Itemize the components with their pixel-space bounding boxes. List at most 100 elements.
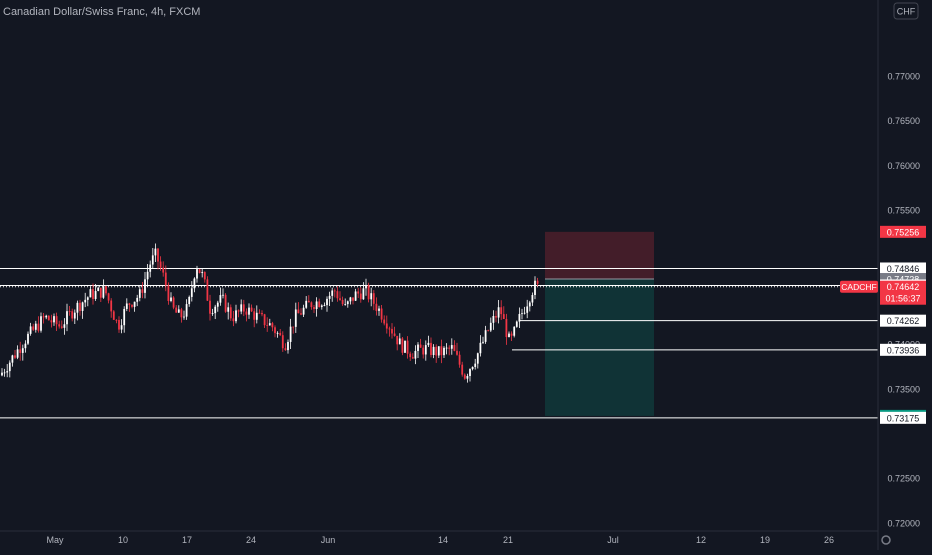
y-tick-label: 0.72500 xyxy=(887,474,920,484)
candle xyxy=(323,302,326,307)
candle-body xyxy=(266,325,269,326)
candle-body xyxy=(534,280,536,296)
candle-body xyxy=(222,294,224,296)
candle xyxy=(1,368,3,377)
candle-body xyxy=(151,255,154,265)
candle xyxy=(346,300,349,308)
price-label-text: 0.73175 xyxy=(887,413,920,423)
candle xyxy=(518,307,521,329)
price-labels: 0.752560.748460.747280.746560.742620.739… xyxy=(840,225,926,424)
candle xyxy=(185,299,188,320)
candle xyxy=(125,298,128,312)
candle-body xyxy=(240,304,243,312)
candle-body xyxy=(471,366,474,370)
candle-body xyxy=(214,306,217,314)
horizontal-lines xyxy=(0,267,878,419)
x-tick-label: Jun xyxy=(321,535,336,545)
candle-body xyxy=(227,307,230,312)
candle-body xyxy=(484,330,487,342)
candle-body xyxy=(417,344,419,351)
candle xyxy=(534,276,536,300)
candle-body xyxy=(372,293,375,304)
symbol-title[interactable]: Canadian Dollar/Swiss Franc, 4h, FXCM xyxy=(3,6,200,18)
candle-body xyxy=(528,302,531,307)
candle-body xyxy=(125,303,128,309)
price-label-text: 0.74846 xyxy=(887,264,920,274)
candle xyxy=(336,286,339,302)
candle-body xyxy=(16,349,19,358)
candle-body xyxy=(245,311,248,315)
candle xyxy=(339,291,341,301)
candle xyxy=(437,346,440,359)
candle-body xyxy=(502,314,505,319)
candle xyxy=(388,326,391,337)
candle-body xyxy=(339,298,341,300)
candle-body xyxy=(45,315,48,318)
candle-body xyxy=(183,316,185,318)
candle xyxy=(471,366,474,371)
price-label: 0.75256 xyxy=(880,225,926,238)
candle xyxy=(37,316,40,333)
candle xyxy=(448,345,451,356)
candle-body xyxy=(445,347,448,349)
x-tick-label: 10 xyxy=(118,535,128,545)
candle xyxy=(523,306,526,315)
candle xyxy=(133,301,136,312)
candle-body xyxy=(398,338,401,345)
candle xyxy=(476,352,479,369)
candle xyxy=(27,331,29,345)
candle-body xyxy=(419,344,422,348)
candle-body xyxy=(211,313,214,314)
position-tool[interactable] xyxy=(545,231,654,416)
candle xyxy=(157,248,159,270)
candle-body xyxy=(440,346,443,356)
candle xyxy=(53,313,55,326)
candle-body xyxy=(50,320,53,323)
candle-body xyxy=(250,307,253,312)
candle xyxy=(398,333,401,345)
candle-body xyxy=(34,323,37,330)
settings-icon[interactable] xyxy=(881,535,891,545)
candle xyxy=(45,314,48,320)
candle-body xyxy=(73,312,76,319)
candle-body xyxy=(487,330,490,331)
candle xyxy=(242,299,245,317)
candle-body xyxy=(508,333,510,338)
stop-loss-zone[interactable] xyxy=(545,231,654,280)
candle-body xyxy=(396,335,399,345)
candle-body xyxy=(276,332,279,334)
take-profit-zone[interactable] xyxy=(545,279,654,416)
candle xyxy=(14,349,16,359)
candle-body xyxy=(292,326,295,328)
current-price-tag[interactable]: CADCHF 0.74642 01:56:37 xyxy=(840,280,926,305)
candle-body xyxy=(242,304,245,312)
candle-body xyxy=(526,306,529,313)
candle-body xyxy=(521,313,523,315)
candle-body xyxy=(170,297,172,301)
candle xyxy=(107,292,110,304)
x-tick-label: 14 xyxy=(438,535,448,545)
candle-body xyxy=(315,301,318,310)
candle xyxy=(128,302,131,312)
candle xyxy=(315,297,318,317)
candle xyxy=(419,338,422,348)
time-axis[interactable]: May 10 17 24 Jun 14 21 Jul 12 19 26 xyxy=(0,530,891,545)
candle-body xyxy=(336,291,339,299)
currency-button[interactable]: CHF xyxy=(893,2,919,20)
candle-body xyxy=(253,311,256,320)
candle xyxy=(274,325,276,338)
candle xyxy=(115,319,118,324)
candle-body xyxy=(146,271,149,280)
candle-body xyxy=(118,320,120,330)
candle xyxy=(201,268,204,278)
candle xyxy=(482,336,484,344)
candle xyxy=(19,341,22,361)
candle-body xyxy=(162,267,165,273)
candle-body xyxy=(492,316,495,323)
candle-body xyxy=(164,272,167,286)
candle-body xyxy=(66,311,68,325)
candle xyxy=(255,305,258,324)
symbol-tag-bg xyxy=(840,280,878,293)
